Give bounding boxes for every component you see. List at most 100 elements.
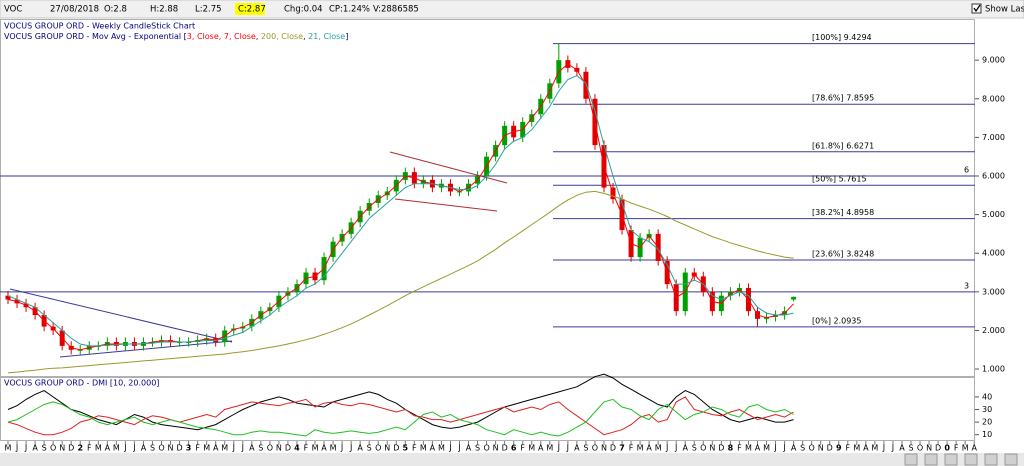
x-tick-label: A <box>249 444 255 453</box>
x-tick-label: M <box>312 444 319 453</box>
x-tick-label: S <box>42 444 47 453</box>
fib-label: [0%] 2.0935 <box>812 316 861 325</box>
x-tick-label: 4 <box>294 444 300 453</box>
x-tick-label: A <box>538 444 544 453</box>
legend-prefix: VOCUS GROUP ORD - Mov Avg - Exponential … <box>4 32 187 41</box>
scroll-button[interactable] <box>904 453 918 466</box>
x-tick-label: S <box>800 444 805 453</box>
x-tick-label: J <box>24 444 27 453</box>
zoom-button[interactable] <box>1004 453 1018 466</box>
x-tick-label: F <box>195 444 200 453</box>
x-tick-label: O <box>483 444 489 453</box>
legend: VOCUS GROUP ORD - Mov Avg - Exponential … <box>4 32 348 41</box>
x-tick-label: F <box>412 444 417 453</box>
x-tick-label: M <box>113 444 120 453</box>
x-tick-label: J <box>15 444 18 453</box>
x-tick-label: A <box>791 444 797 453</box>
x-tick-label: A <box>357 444 363 453</box>
x-tick-label: M <box>438 444 445 453</box>
x-tick-label: A <box>646 444 652 453</box>
x-tick-label: D <box>393 444 399 453</box>
x-tick-label: F <box>737 444 742 453</box>
legend-entry: 200, Close <box>261 32 303 41</box>
x-tick-label: J <box>882 444 885 453</box>
x-tick-label: A <box>213 444 219 453</box>
x-tick-label: A <box>466 444 472 453</box>
x-tick-label: J <box>773 444 776 453</box>
x-tick-label: 9 <box>836 444 842 453</box>
x-tick-label: M <box>420 444 427 453</box>
x-tick-label: D <box>827 444 833 453</box>
y-axis-bg <box>975 19 1024 377</box>
x-tick-label: N <box>926 444 932 453</box>
x-tick-label: 0 <box>944 444 950 453</box>
y-tick-label: 3.000 <box>982 287 1005 296</box>
x-tick-label: M <box>330 444 337 453</box>
moving-average <box>7 75 794 347</box>
x-tick-label: J <box>566 444 569 453</box>
horizontal-line-label: 6 <box>964 165 969 174</box>
candle-body <box>77 349 83 351</box>
x-tick-label: S <box>692 444 697 453</box>
x-tick-label: N <box>276 444 282 453</box>
show-last-label[interactable]: Show Last <box>985 5 1024 15</box>
x-tick-label: J <box>232 444 235 453</box>
close-highlight <box>235 3 265 15</box>
candle-body <box>149 342 155 344</box>
x-tick-label: D <box>502 444 508 453</box>
scrollbar-track[interactable] <box>0 453 1024 466</box>
x-tick-label: A <box>105 444 111 453</box>
zoom-button[interactable] <box>984 453 998 466</box>
trend-line <box>9 288 233 343</box>
dmi-title: VOCUS GROUP ORD - DMI [10, 20.000] <box>4 379 159 388</box>
x-tick-label: 5 <box>403 444 409 453</box>
symbol: VOC <box>4 5 22 15</box>
y-tick-label: 7.000 <box>982 133 1005 142</box>
trend-line <box>59 340 233 358</box>
show-last-checkbox[interactable] <box>971 3 982 14</box>
y-tick-label: 1.000 <box>982 365 1005 374</box>
x-tick-label: N <box>601 444 607 453</box>
x-tick-label: 8 <box>728 444 734 453</box>
zoom-button[interactable] <box>944 453 958 466</box>
x-tick-label: F <box>629 444 634 453</box>
trend-line <box>389 151 508 184</box>
drawings <box>9 151 508 358</box>
x-tick-label: M <box>853 444 860 453</box>
x-tick-label: M <box>871 444 878 453</box>
fib-label: [100%] 9.4294 <box>812 33 872 42</box>
x-tick-label: A <box>755 444 761 453</box>
y-tick-label: 6.000 <box>982 171 1005 180</box>
x-tick-label: M <box>655 444 662 453</box>
x-tick-label: J <box>340 444 343 453</box>
change: Chg:0.04 <box>284 5 323 15</box>
x-tick-label: N <box>818 444 824 453</box>
x-tick-label: A <box>899 444 905 453</box>
x-tick-label: J <box>123 444 126 453</box>
x-tick-label: J <box>557 444 560 453</box>
change-pct: CP:1.24% <box>329 5 370 15</box>
high: H:2.88 <box>150 5 178 15</box>
x-tick-label: A <box>863 444 869 453</box>
x-tick-label: O <box>592 444 598 453</box>
x-tick-label: A <box>683 444 689 453</box>
y-tick-label: 8.000 <box>982 94 1005 103</box>
y-tick-label: 5.000 <box>982 210 1005 219</box>
open: O:2.8 <box>104 5 127 15</box>
x-tick-label: O <box>50 444 56 453</box>
x-tick-label: S <box>258 444 263 453</box>
scroll-button[interactable] <box>924 453 938 466</box>
x-tick-label: D <box>718 444 724 453</box>
zoom-button[interactable] <box>964 453 978 466</box>
y-tick-label: 2.000 <box>982 326 1005 335</box>
x-tick-label: S <box>583 444 588 453</box>
x-tick-label: D <box>176 444 182 453</box>
x-tick-label: 2 <box>77 444 83 453</box>
x-tick-label: S <box>475 444 480 453</box>
x-tick-label: J <box>891 444 894 453</box>
horizontal-line-label: 3 <box>964 281 969 290</box>
checkmark <box>973 4 981 13</box>
x-tick-label: O <box>267 444 273 453</box>
toolbar: VOC 27/08/2018 O:2.8 H:2.88 L:2.75 C:2.8… <box>0 0 1024 19</box>
